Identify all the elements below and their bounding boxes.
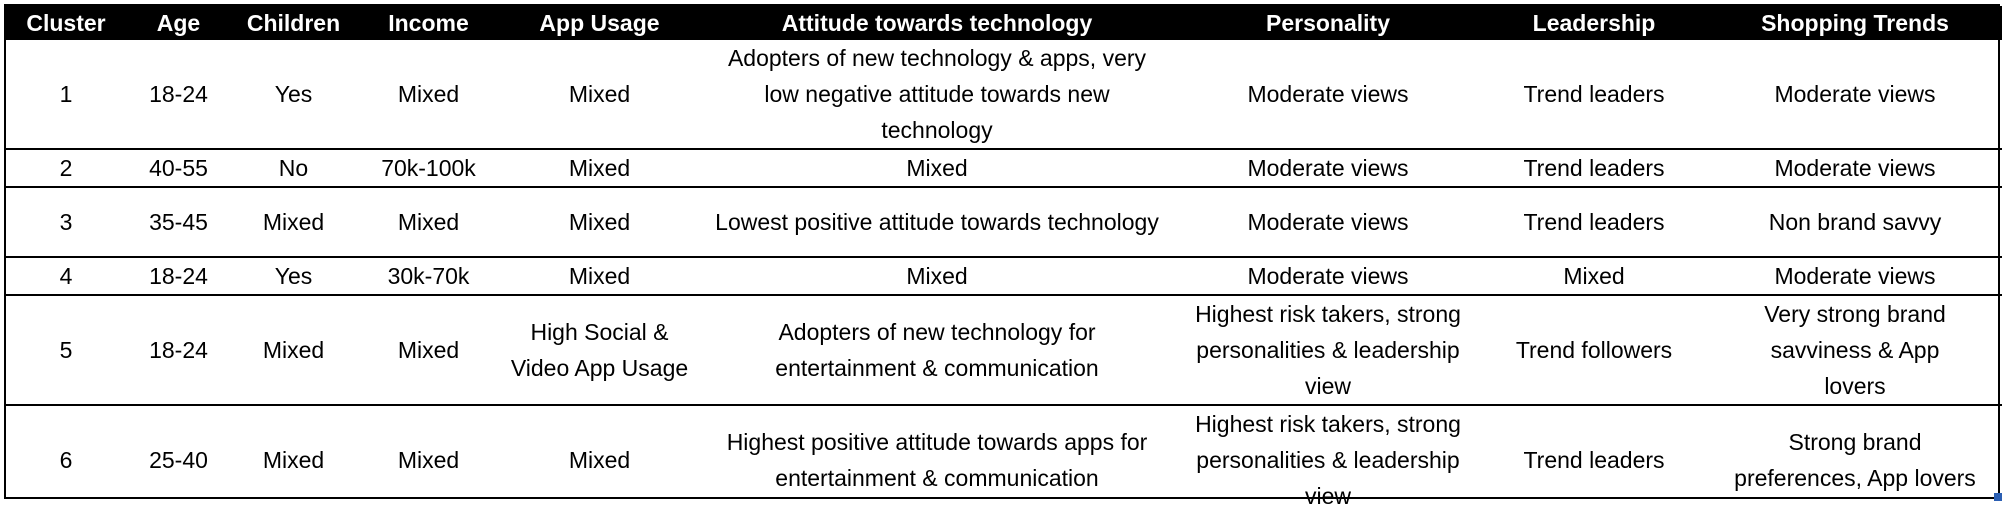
- table-cell: Trend followers: [1480, 294, 1708, 405]
- table-cell: 40-55: [126, 148, 231, 187]
- table-cell: Moderate views: [1176, 256, 1480, 295]
- table-cell: Adopters of new technology & apps, very …: [727, 45, 1147, 143]
- table-cell: Mixed: [501, 148, 698, 187]
- table-cell: Moderate views: [1176, 186, 1480, 257]
- table-cell: Trend leaders: [1480, 148, 1708, 187]
- table-cell: Mixed: [698, 256, 1176, 295]
- table-cell: Trend leaders: [1523, 81, 1665, 107]
- table-row: 4 18-24 Yes 30k-70k Mixed Mixed Moderate…: [6, 256, 2002, 295]
- table-cell: Mixed: [356, 404, 501, 514]
- table-cell: 35-45: [126, 186, 231, 257]
- table-row: 2 40-55 No 70k-100k Mixed Mixed Moderate…: [6, 148, 2002, 187]
- table-cell: Yes: [274, 81, 313, 107]
- header-cell: Shopping Trends: [1708, 6, 2002, 40]
- table-cell: Highest positive attitude towards apps f…: [698, 404, 1176, 514]
- header-cell: Age: [126, 6, 231, 40]
- table-cell: Trend leaders: [1480, 404, 1708, 514]
- table-cell: Moderate views: [1774, 81, 1936, 107]
- table-cell: 25-40: [126, 404, 231, 514]
- table-cell: 2: [6, 148, 126, 187]
- table-cell: No: [231, 148, 356, 187]
- cluster-table-frame: Cluster Age Children Income App Usage At…: [4, 4, 2002, 514]
- table-cell: Mixed: [501, 186, 698, 257]
- table-cell: Mixed: [568, 81, 631, 107]
- table-cell: 18-24: [126, 294, 231, 405]
- table-cell: Moderate views: [1708, 148, 2002, 187]
- table-cell: Highest risk takers, strong personalitie…: [1176, 404, 1480, 514]
- table-cell: 1: [59, 81, 73, 107]
- table-row: 5 18-24 Mixed Mixed High Social & Video …: [6, 294, 2002, 405]
- table-cell: 6: [6, 404, 126, 514]
- table-cell: Very strong brand savviness & App lovers: [1708, 294, 2002, 405]
- table-cell: Mixed: [501, 404, 698, 514]
- table-cell: Adopters of new technology for entertain…: [698, 294, 1176, 405]
- table-cell: Non brand savvy: [1708, 186, 2002, 257]
- table-cell: Mixed: [231, 186, 356, 257]
- table-cell: Mixed: [698, 148, 1176, 187]
- header-cell: Attitude towards technology: [698, 6, 1176, 40]
- table-cell: Yes: [231, 256, 356, 295]
- table-cell: Moderate views: [1247, 81, 1409, 107]
- table-row: 1 18-24 Yes Mixed Mixed Adopters of new …: [6, 40, 2002, 149]
- table-cell: High Social & Video App Usage: [501, 294, 698, 405]
- table-cell: 18-24: [126, 256, 231, 295]
- table-cell: 4: [6, 256, 126, 295]
- resize-handle-icon[interactable]: [1994, 493, 2002, 501]
- table-cell: Mixed: [1480, 256, 1708, 295]
- header-cell: Leadership: [1480, 6, 1708, 40]
- table-cell: 18-24: [149, 81, 208, 107]
- table-cell: Mixed: [231, 294, 356, 405]
- table-cell: 5: [6, 294, 126, 405]
- table-cell: Mixed: [356, 294, 501, 405]
- header-cell: Personality: [1176, 6, 1480, 40]
- header-row: Cluster Age Children Income App Usage At…: [6, 6, 2002, 40]
- cluster-table: Cluster Age Children Income App Usage At…: [6, 6, 2002, 514]
- table-cell: Mixed: [356, 186, 501, 257]
- table-row: 3 35-45 Mixed Mixed Mixed Lowest positiv…: [6, 186, 2002, 257]
- table-cell: Moderate views: [1176, 148, 1480, 187]
- table-cell: 70k-100k: [356, 148, 501, 187]
- table-cell: Mixed: [231, 404, 356, 514]
- table-row: 6 25-40 Mixed Mixed Mixed Highest positi…: [6, 404, 2002, 514]
- header-cell: Cluster: [6, 6, 126, 40]
- table-cell: Mixed: [397, 81, 460, 107]
- table-cell: Strong brand preferences, App lovers: [1708, 404, 2002, 514]
- table-cell: 30k-70k: [356, 256, 501, 295]
- table-cell: 3: [6, 186, 126, 257]
- table-cell: Lowest positive attitude towards technol…: [698, 186, 1176, 257]
- table-cell: Trend leaders: [1480, 186, 1708, 257]
- header-cell: Income: [356, 6, 501, 40]
- header-cell: App Usage: [501, 6, 698, 40]
- header-cell: Children: [231, 6, 356, 40]
- table-cell: Moderate views: [1708, 256, 2002, 295]
- table-cell: Highest risk takers, strong personalitie…: [1176, 294, 1480, 405]
- table-cell: Mixed: [501, 256, 698, 295]
